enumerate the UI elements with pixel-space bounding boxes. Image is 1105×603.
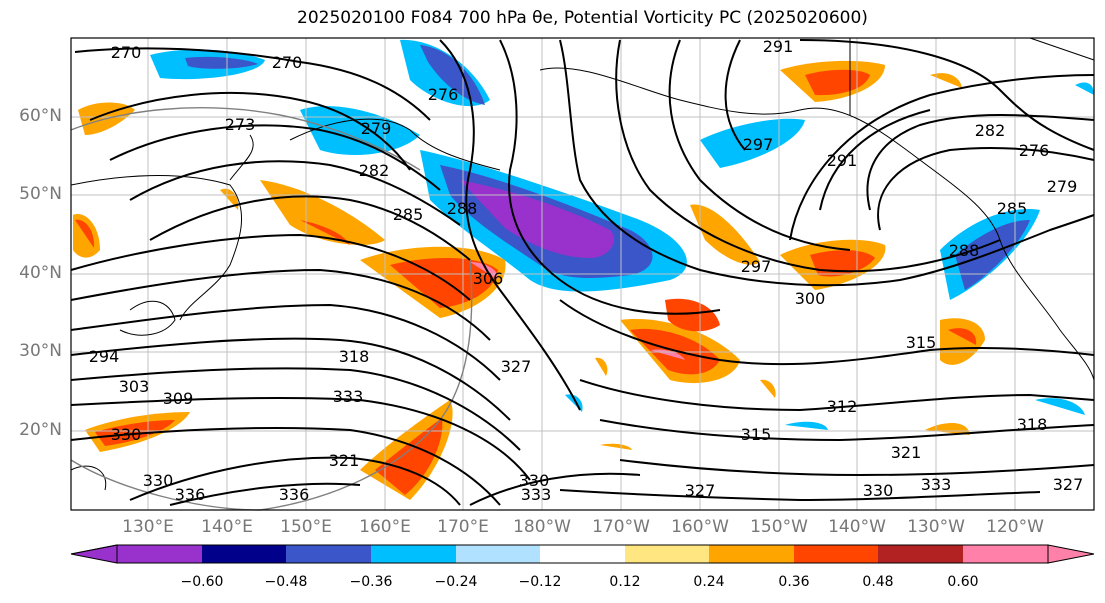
lat-label: 50°N	[19, 184, 62, 204]
lat-label: 40°N	[19, 263, 62, 283]
colorbar-tick-label: −0.48	[264, 574, 308, 590]
colorbar-tick-label: 0.12	[609, 574, 641, 590]
contour-label: 327	[501, 357, 532, 376]
colorbar	[70, 544, 1095, 564]
contour-label: 279	[1047, 177, 1078, 196]
colorbar-tick-label: 0.36	[778, 574, 810, 590]
lon-label: 130°E	[122, 517, 174, 537]
contour-label: 318	[339, 347, 370, 366]
map-title: 2025020100 F084 700 hPa θe, Potential Vo…	[297, 8, 868, 28]
colorbar-tick-label: −0.36	[349, 574, 393, 590]
contour-label: 336	[279, 485, 310, 504]
contour-label: 282	[975, 121, 1006, 140]
contour-label: 333	[333, 387, 364, 406]
lon-label: 150°E	[280, 517, 332, 537]
contour-label: 270	[272, 53, 303, 72]
lon-label: 170°W	[592, 517, 650, 537]
lon-label: 170°E	[437, 517, 489, 537]
contour-label: 300	[795, 289, 826, 308]
colorbar-tick-label: −0.12	[518, 574, 562, 590]
contour-label: 327	[685, 481, 716, 500]
contour-label: 336	[175, 485, 206, 504]
contour-label: 315	[906, 333, 937, 352]
contour-label: 276	[1019, 141, 1050, 160]
contour-label: 297	[743, 135, 774, 154]
contour-label: 288	[447, 199, 478, 218]
lon-label: 160°W	[671, 517, 729, 537]
contour-label: 309	[163, 389, 194, 408]
contour-label: 330	[863, 481, 894, 500]
contour-label: 291	[827, 151, 858, 170]
contour-label: 330	[519, 471, 550, 490]
contour-label: 288	[949, 241, 980, 260]
contour-label: 312	[827, 397, 858, 416]
contour-label: 315	[741, 425, 772, 444]
contour-label: 285	[997, 199, 1028, 218]
lon-label: 150°W	[750, 517, 808, 537]
lon-label: 160°E	[359, 517, 411, 537]
contour-label: 291	[763, 37, 794, 56]
contour-label: 327	[1053, 475, 1084, 494]
lon-label: 180°W	[513, 517, 571, 537]
contour-label: 306	[473, 269, 504, 288]
pv-shading	[73, 39, 1094, 500]
lon-label: 140°E	[201, 517, 253, 537]
contour-label: 321	[329, 451, 360, 470]
lon-label: 140°W	[828, 517, 886, 537]
contour-label: 333	[921, 475, 952, 494]
colorbar-tick-label: −0.60	[180, 574, 224, 590]
lat-label: 30°N	[19, 341, 62, 361]
colorbar-tick-label: 0.48	[862, 574, 894, 590]
lat-label: 60°N	[19, 106, 62, 126]
contour-label: 318	[1017, 415, 1048, 434]
contour-label: 276	[428, 85, 459, 104]
contour-label: 270	[111, 43, 142, 62]
contour-label: 321	[891, 443, 922, 462]
contour-label: 330	[143, 471, 174, 490]
colorbar-tick-label: 0.24	[693, 574, 725, 590]
colorbar-tick-label: −0.24	[434, 574, 478, 590]
contour-label: 297	[741, 257, 772, 276]
contour-label: 273	[225, 115, 256, 134]
lon-label: 130°W	[907, 517, 965, 537]
contour-label: 294	[89, 347, 120, 366]
contour-label: 303	[119, 377, 150, 396]
contour-label: 282	[359, 161, 390, 180]
contour-label: 333	[521, 485, 552, 504]
lon-label: 120°W	[986, 517, 1044, 537]
lat-label: 20°N	[19, 420, 62, 440]
contour-label: 285	[393, 205, 424, 224]
colorbar-tick-label: 0.60	[947, 574, 979, 590]
contour-label: 279	[361, 119, 392, 138]
contour-label: 330	[111, 425, 142, 444]
